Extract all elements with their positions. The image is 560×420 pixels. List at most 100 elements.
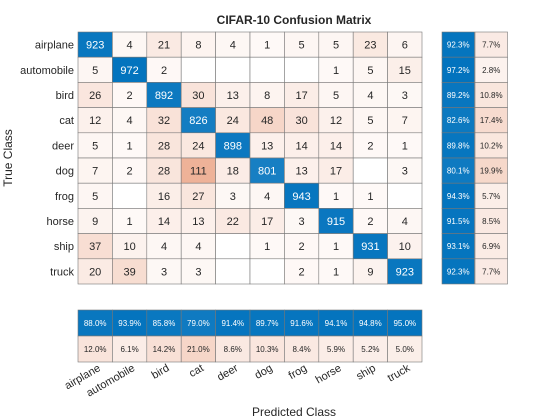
- cell-value: 3: [402, 166, 408, 178]
- cell-value: 931: [361, 241, 379, 253]
- matrix-cell: [352, 157, 388, 184]
- col-summary-correct-cell: [387, 309, 423, 337]
- cell-value: 3: [299, 216, 305, 228]
- row-summary-incorrect: 2.8%: [482, 66, 500, 75]
- y-tick-label: dog: [56, 166, 74, 178]
- matrix-cell: [249, 31, 285, 58]
- cell-value: 5: [367, 115, 373, 127]
- matrix-cell: [387, 258, 423, 285]
- matrix-cell: [112, 82, 148, 108]
- matrix-cell: [387, 31, 423, 58]
- col-summary-incorrect-cell: [180, 335, 216, 363]
- cell-value: 12: [330, 115, 342, 127]
- x-axis-label: Predicted Class: [252, 405, 336, 419]
- matrix-cell: [249, 258, 285, 285]
- cell-value: 21: [158, 40, 170, 52]
- cell-value: 5: [92, 140, 98, 152]
- matrix-cell: [215, 182, 251, 209]
- col-summary-incorrect: 10.3%: [256, 345, 279, 354]
- matrix-cell: [215, 82, 251, 108]
- cell-value: 923: [396, 266, 414, 278]
- cell-value: 2: [127, 90, 133, 102]
- matrix-cell: [146, 233, 182, 260]
- col-summary-correct: 94.8%: [359, 319, 382, 328]
- cell-value: 48: [261, 115, 273, 127]
- cell-value: 4: [230, 40, 236, 52]
- y-tick-label: horse: [46, 216, 74, 228]
- cell-value: 8: [195, 40, 201, 52]
- col-summary-incorrect-cell: [77, 335, 113, 363]
- y-tick-label: ship: [54, 241, 74, 253]
- cell-value: 10: [399, 241, 411, 253]
- cell-value: 13: [192, 216, 204, 228]
- matrix-cell: [249, 208, 285, 234]
- cell-value: 8: [264, 90, 270, 102]
- col-summary-incorrect: 5.2%: [361, 345, 379, 354]
- cell-value: 1: [333, 191, 339, 203]
- cell-value: 13: [261, 140, 273, 152]
- col-summary-incorrect-cell: [318, 335, 354, 363]
- cell-value: 32: [158, 115, 170, 127]
- matrix-cell: [112, 157, 148, 184]
- matrix-cell: [146, 82, 182, 108]
- cell-value: 1: [127, 216, 133, 228]
- matrix-cell: [249, 132, 285, 159]
- matrix-cell: [387, 107, 423, 134]
- matrix-cell: [180, 208, 216, 234]
- cell-value: 4: [264, 191, 270, 203]
- matrix-cell: [77, 82, 113, 108]
- row-summary-correct-cell: [441, 31, 475, 58]
- cell-value: 9: [92, 216, 98, 228]
- matrix-cell: [249, 56, 285, 83]
- cell-value: 923: [86, 40, 104, 52]
- y-tick-label: airplane: [35, 40, 74, 52]
- cell-value: 22: [227, 216, 239, 228]
- cell-value: 943: [292, 191, 310, 203]
- matrix-cell: [284, 132, 320, 159]
- cell-value: 5: [92, 65, 98, 77]
- matrix-cell: [352, 258, 388, 285]
- matrix-cell: [112, 258, 148, 285]
- matrix-cell: [146, 208, 182, 234]
- matrix-cell: [318, 31, 354, 58]
- col-summary-correct-cell: [215, 309, 251, 337]
- cell-value: 1: [333, 266, 339, 278]
- matrix-cell: [180, 82, 216, 108]
- matrix-cell: [77, 107, 113, 134]
- row-summary-correct-cell: [441, 157, 475, 184]
- cell-value: 39: [123, 266, 135, 278]
- matrix-cell: [77, 208, 113, 234]
- matrix-cell: [77, 182, 113, 209]
- chart-title: CIFAR-10 Confusion Matrix: [217, 13, 372, 27]
- cell-value: 915: [327, 216, 345, 228]
- cell-value: 28: [158, 140, 170, 152]
- cell-value: 5: [367, 65, 373, 77]
- matrix-cell: [146, 157, 182, 184]
- y-tick-label: bird: [56, 90, 74, 102]
- col-summary-incorrect-cell: [284, 335, 320, 363]
- matrix-cell: [215, 233, 251, 260]
- matrix-cell: [180, 233, 216, 260]
- cell-value: 14: [158, 216, 170, 228]
- cell-value: 4: [161, 241, 167, 253]
- x-tick-label: bird: [150, 362, 172, 382]
- cell-value: 2: [367, 140, 373, 152]
- col-summary-correct-cell: [112, 309, 148, 337]
- matrix-cell: [352, 132, 388, 159]
- matrix-cell: [180, 132, 216, 159]
- col-summary-incorrect: 8.4%: [292, 345, 310, 354]
- cell-value: 17: [261, 216, 273, 228]
- col-summary-incorrect: 6.1%: [120, 345, 138, 354]
- cell-value: 5: [92, 191, 98, 203]
- cell-value: 1: [127, 140, 133, 152]
- cell-value: 18: [227, 166, 239, 178]
- col-summary-incorrect: 5.0%: [396, 345, 414, 354]
- col-summary-incorrect-cell: [352, 335, 388, 363]
- matrix-cell: [112, 233, 148, 260]
- row-summary: 92.3% 97.2% 89.2% 82.6% 89.8% 80.1% 94.3% 91.5%…: [441, 31, 508, 285]
- cell-value: 2: [299, 241, 305, 253]
- row-summary-correct: 92.3%: [447, 267, 470, 276]
- cell-value: 7: [402, 115, 408, 127]
